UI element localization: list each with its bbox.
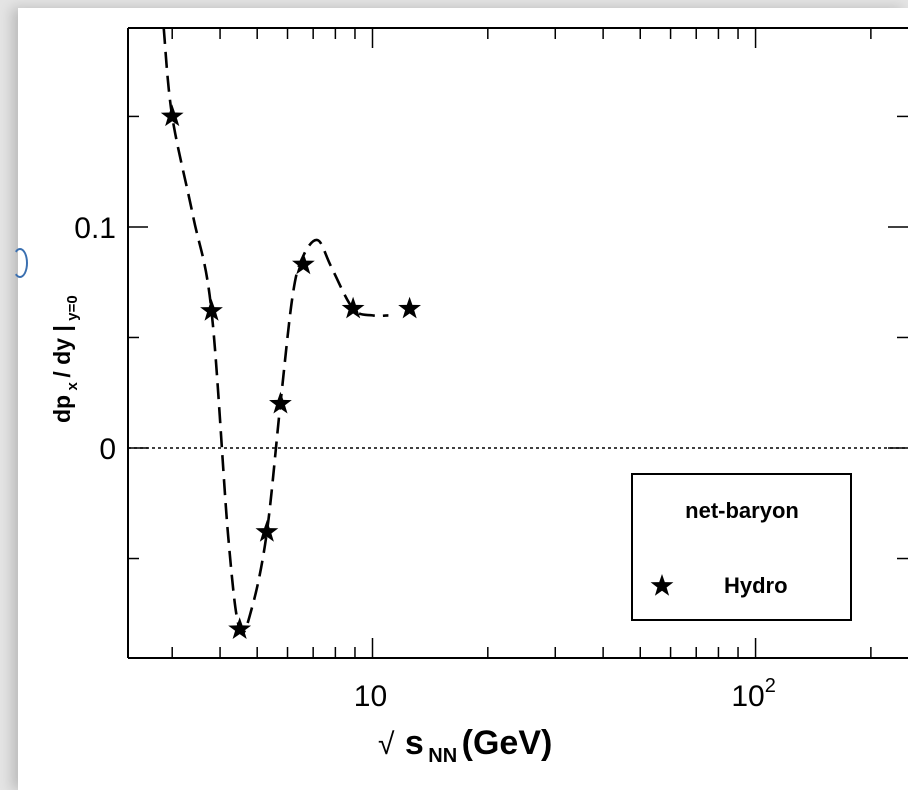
x-axis-title-prefix: √ bbox=[378, 728, 395, 761]
legend: net-baryon Hydro bbox=[631, 473, 852, 621]
x-tick-label: 10 bbox=[354, 680, 387, 713]
y-axis-title-part1: dp bbox=[49, 395, 75, 423]
tick-labels: 0 0.1 10 102 bbox=[74, 212, 776, 713]
hydro-points bbox=[160, 104, 421, 639]
x-axis-title-sub: NN bbox=[428, 745, 457, 767]
y-axis-title: dp x / dy | y=0 bbox=[49, 295, 81, 423]
hydro-point-star bbox=[228, 617, 252, 639]
hydro-dashed-curve bbox=[162, 27, 389, 635]
x-tick-label: 102 bbox=[731, 675, 776, 713]
legend-title: net-baryon bbox=[685, 498, 799, 523]
hydro-point-star bbox=[160, 104, 184, 127]
legend-series-label: Hydro bbox=[724, 573, 788, 598]
hydro-curve bbox=[162, 27, 389, 635]
x-axis-title-base: s bbox=[405, 724, 424, 762]
hydro-point-star bbox=[398, 296, 421, 319]
chart: 0 0.1 10 102 √ s NN (GeV) dp x / dy | y=0 n… bbox=[49, 27, 908, 767]
y-axis-title-sub1: x bbox=[64, 381, 81, 390]
edge-glyph bbox=[12, 248, 28, 278]
hydro-point-star bbox=[341, 296, 365, 319]
legend-box bbox=[631, 473, 852, 621]
axis-ticks bbox=[128, 28, 908, 658]
y-axis-title-sub2: y=0 bbox=[64, 295, 81, 320]
x-axis-title-suffix: (GeV) bbox=[462, 724, 553, 762]
hydro-point-star bbox=[255, 520, 279, 542]
x-axis-title: √ s NN (GeV) bbox=[378, 724, 552, 767]
figure-page: 0 0.1 10 102 √ s NN (GeV) dp x / dy | y=0 n… bbox=[12, 8, 908, 790]
hydro-point-star bbox=[292, 252, 315, 275]
y-axis-title-part2: / dy | bbox=[49, 325, 75, 377]
legend-star-icon bbox=[650, 574, 674, 596]
y-tick-label: 0 bbox=[99, 433, 116, 466]
y-tick-label: 0.1 bbox=[74, 212, 116, 245]
hydro-point-star bbox=[269, 391, 292, 414]
plot-frame bbox=[127, 27, 908, 659]
hydro-point-star bbox=[200, 298, 223, 321]
